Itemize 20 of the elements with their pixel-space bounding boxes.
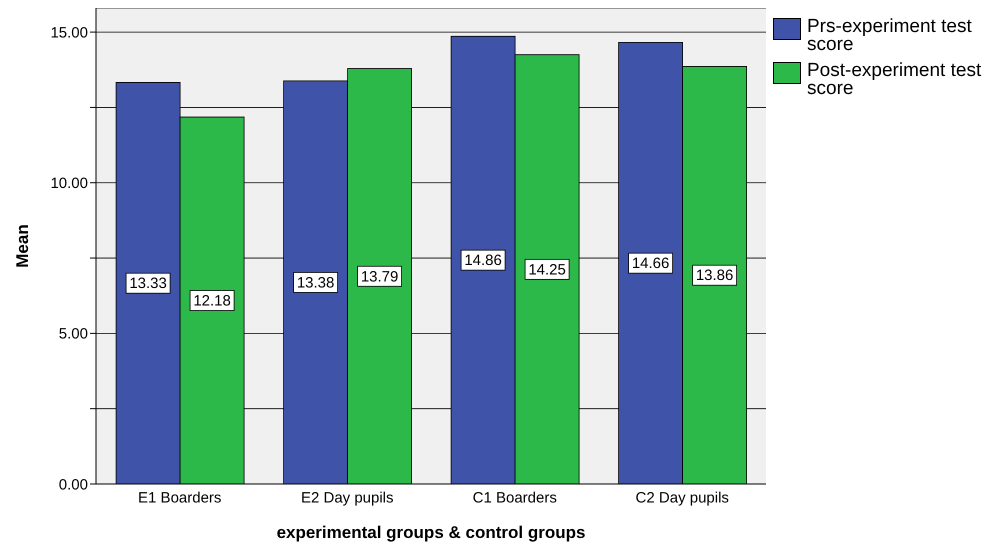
data-label: 13.33 bbox=[129, 275, 167, 292]
data-label: 13.86 bbox=[696, 267, 734, 284]
y-tick-label: 10.00 bbox=[50, 175, 88, 192]
legend-label: Prs-experiment test score bbox=[807, 16, 973, 55]
x-axis-title: experimental groups & control groups bbox=[276, 523, 586, 542]
x-tick-label: E2 Day pupils bbox=[300, 490, 394, 507]
data-label: 14.66 bbox=[632, 255, 670, 272]
data-label: 14.86 bbox=[464, 252, 502, 270]
x-tick-label: C1 Boarders bbox=[472, 490, 557, 507]
y-axis-title: Mean bbox=[13, 224, 32, 268]
data-label: 12.18 bbox=[193, 292, 231, 310]
y-tick-label: 5.00 bbox=[58, 326, 88, 343]
data-label: 13.38 bbox=[296, 274, 334, 292]
x-tick-label: E1 Boarders bbox=[138, 490, 222, 507]
data-label: 13.79 bbox=[360, 268, 398, 286]
data-label: 14.25 bbox=[528, 261, 566, 278]
y-tick-label: 0.00 bbox=[58, 476, 88, 494]
y-tick-label: 15.00 bbox=[50, 24, 88, 42]
legend-label: Post-experiment test score bbox=[807, 60, 982, 99]
x-tick-label: C2 Day pupils bbox=[636, 490, 729, 507]
